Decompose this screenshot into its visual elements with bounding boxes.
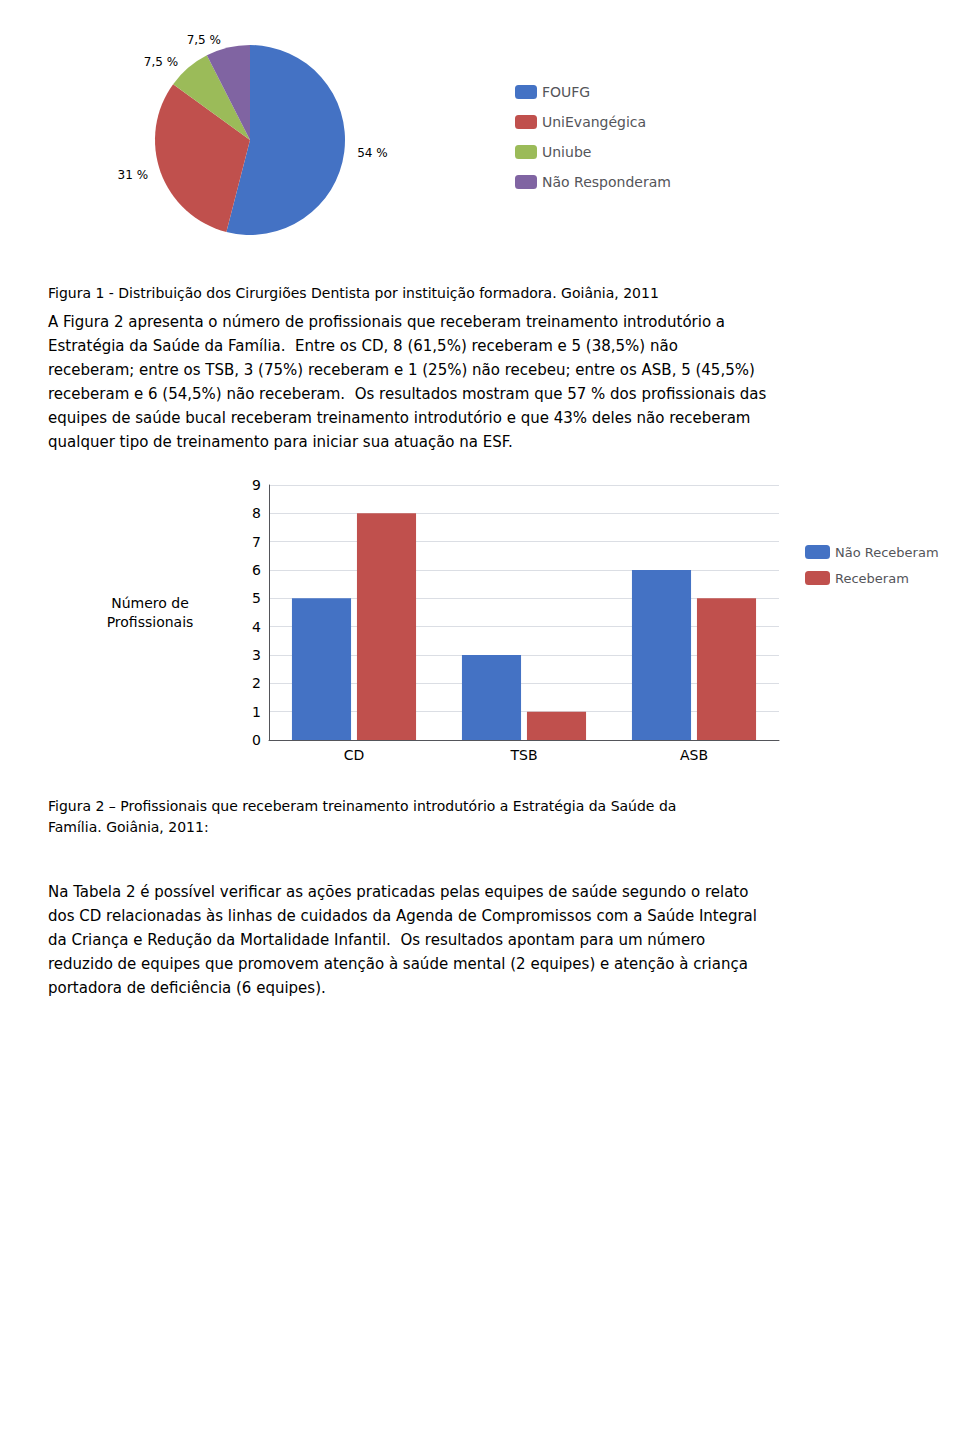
svg-text:6: 6: [252, 562, 261, 578]
svg-text:2: 2: [252, 675, 261, 691]
svg-text:7,5 %: 7,5 %: [144, 55, 178, 69]
svg-text:7,5 %: 7,5 %: [187, 33, 221, 47]
svg-text:Não Receberam: Não Receberam: [835, 545, 939, 560]
svg-text:Figura 1 - Distribuição dos Ci: Figura 1 - Distribuição dos Cirurgiões D…: [48, 285, 659, 301]
svg-text:31 %: 31 %: [118, 168, 149, 182]
svg-text:reduzido de equipes que promov: reduzido de equipes que promovem atenção…: [48, 955, 748, 973]
svg-text:3: 3: [252, 647, 261, 663]
svg-text:0: 0: [252, 732, 261, 748]
svg-text:ASB: ASB: [680, 747, 708, 763]
svg-text:9: 9: [252, 477, 261, 493]
svg-text:TSB: TSB: [509, 747, 537, 763]
svg-text:Na Tabela 2 é possível verific: Na Tabela 2 é possível verificar as açõe…: [48, 883, 748, 901]
svg-text:A Figura 2 apresenta o número: A Figura 2 apresenta o número de profiss…: [48, 313, 725, 331]
svg-text:1: 1: [252, 704, 261, 720]
svg-text:receberam e 6 (54,5%) não rece: receberam e 6 (54,5%) não receberam. Os …: [48, 385, 767, 403]
svg-text:UniEvangégica: UniEvangégica: [542, 114, 646, 130]
svg-text:equipes de saúde bucal receber: equipes de saúde bucal receberam treinam…: [48, 409, 750, 427]
svg-text:Número de: Número de: [111, 595, 189, 611]
svg-text:CD: CD: [344, 747, 365, 763]
svg-text:4: 4: [252, 619, 261, 635]
svg-text:7: 7: [252, 534, 261, 550]
svg-text:8: 8: [252, 505, 261, 521]
svg-text:Receberam: Receberam: [835, 571, 909, 586]
svg-text:da Criança e Redução da Mortal: da Criança e Redução da Mortalidade Infa…: [48, 931, 705, 949]
svg-text:portadora de deficiência (6 eq: portadora de deficiência (6 equipes).: [48, 979, 326, 997]
svg-text:dos CD relacionadas às linhas: dos CD relacionadas às linhas de cuidado…: [48, 907, 757, 925]
svg-text:Figura 2 – Profissionais que r: Figura 2 – Profissionais que receberam t…: [48, 798, 676, 814]
svg-text:Uniube: Uniube: [542, 144, 591, 160]
svg-text:54 %: 54 %: [357, 146, 388, 160]
svg-text:5: 5: [252, 590, 261, 606]
svg-text:Família. Goiânia, 2011:: Família. Goiânia, 2011:: [48, 819, 209, 835]
svg-text:Estratégia da Saúde da Família: Estratégia da Saúde da Família. Entre os…: [48, 337, 678, 355]
svg-text:Não Responderam: Não Responderam: [542, 174, 671, 190]
svg-text:qualquer tipo de treinamento p: qualquer tipo de treinamento para inicia…: [48, 433, 513, 451]
svg-text:FOUFG: FOUFG: [542, 84, 590, 100]
svg-text:Profissionais: Profissionais: [107, 614, 194, 630]
svg-text:receberam; entre os TSB, 3 (75: receberam; entre os TSB, 3 (75%) receber…: [48, 361, 755, 379]
